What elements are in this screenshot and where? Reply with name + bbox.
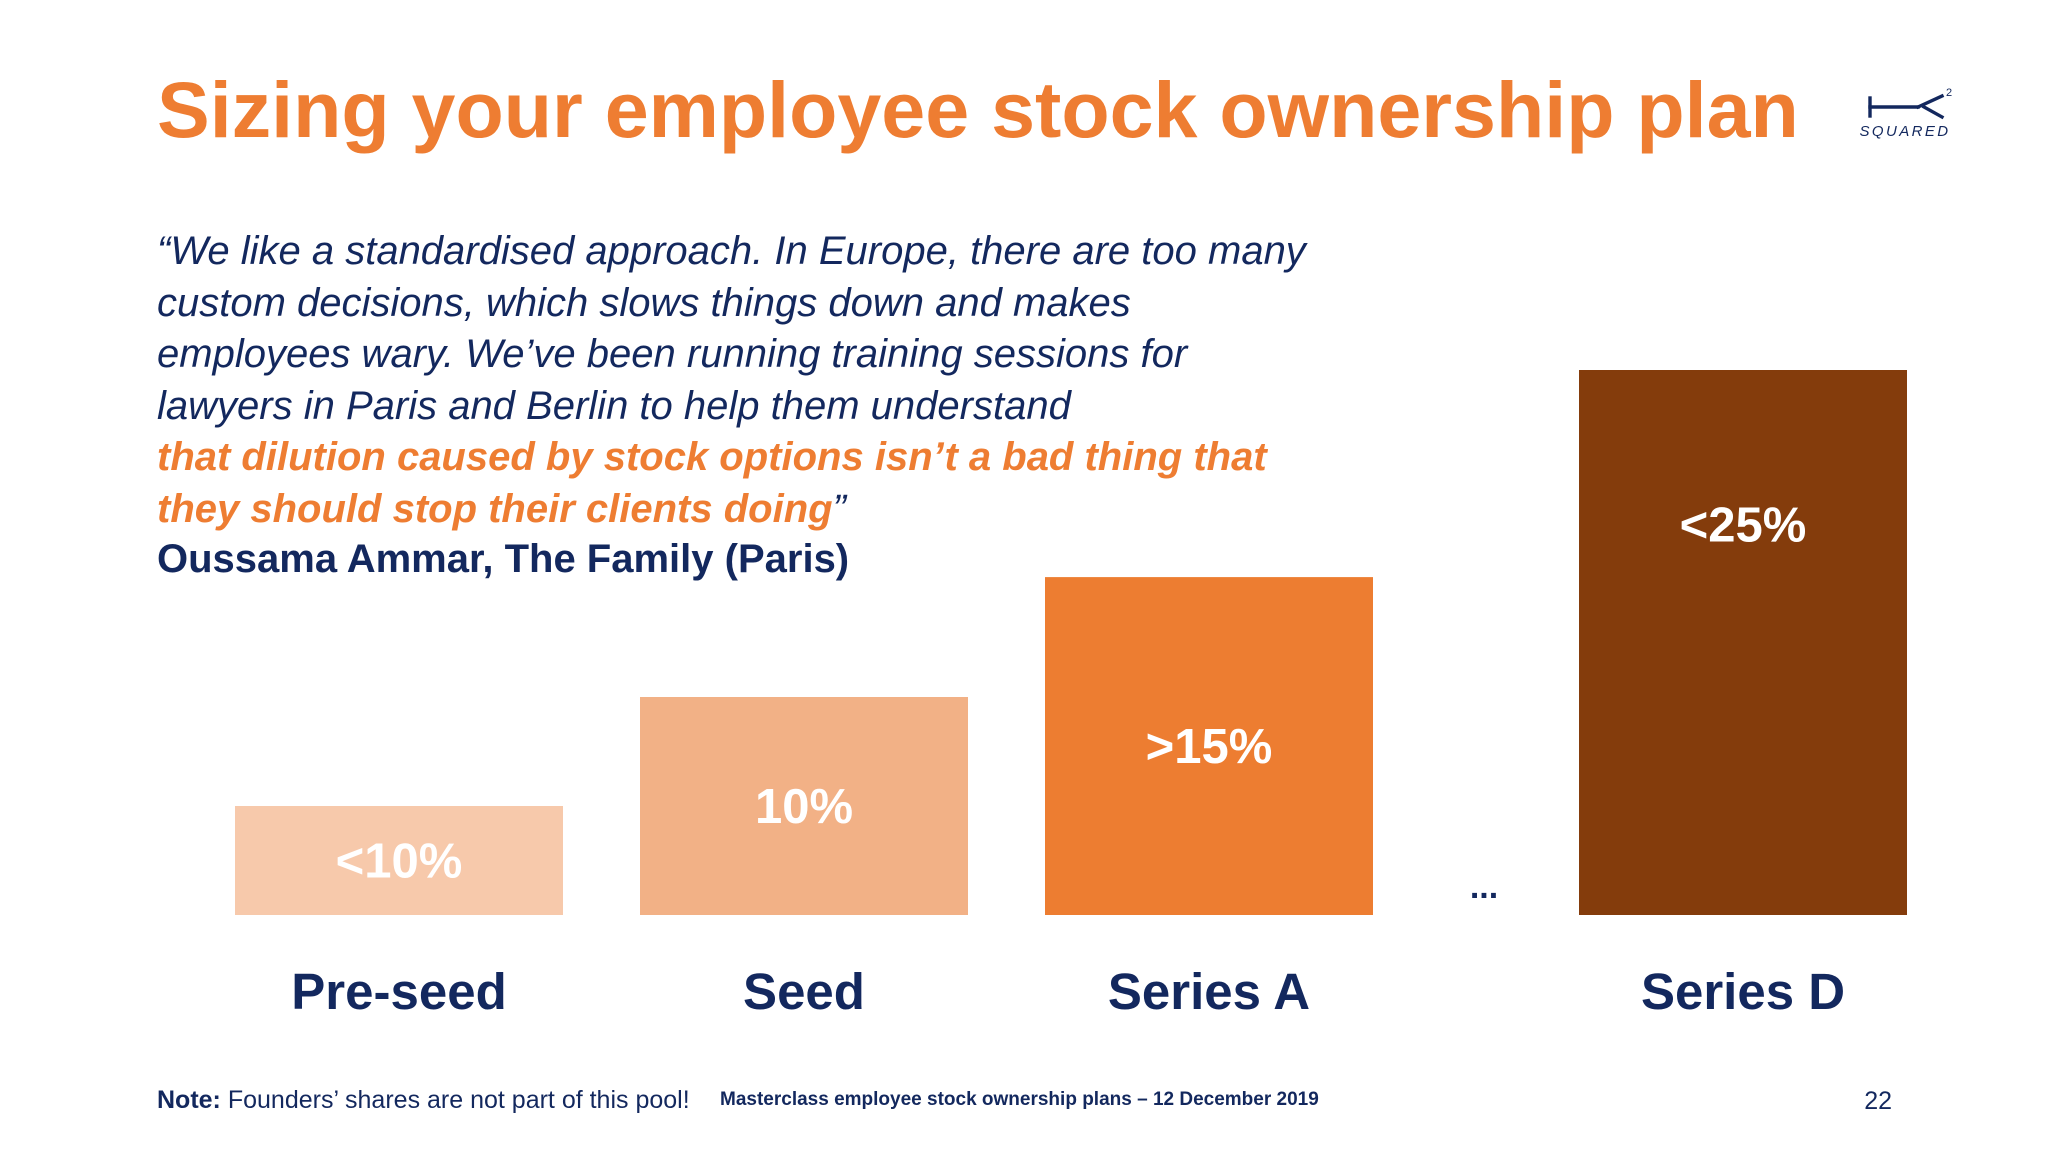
category-label: Series A xyxy=(1108,963,1310,1020)
footer-note-label: Note: xyxy=(157,1086,221,1114)
category-label: Seed xyxy=(743,963,865,1020)
logo-superscript: 2 xyxy=(1946,87,1952,99)
bar-value-label: <25% xyxy=(1680,499,1807,553)
bar-pre-seed xyxy=(235,806,563,915)
quote-line: custom decisions, which slows things dow… xyxy=(157,280,1131,325)
quote-line: “We like a standardised approach. In Eur… xyxy=(157,229,1306,273)
category-label: Pre-seed xyxy=(291,963,506,1020)
quote-highlight-line: that dilution caused by stock options is… xyxy=(157,435,1267,479)
k-squared-logo: 2 SQUARED xyxy=(1826,84,1984,144)
footer-event: Masterclass employee stock ownership pla… xyxy=(720,1089,1319,1110)
bar-value-label: 10% xyxy=(755,780,853,834)
bar-seed xyxy=(640,697,968,915)
slide-title: Sizing your employee stock ownership pla… xyxy=(157,65,1799,154)
page-number: 22 xyxy=(1864,1087,1892,1115)
quote-line: lawyers in Paris and Berlin to help them… xyxy=(157,383,1071,428)
quote-line: employees wary. We’ve been running train… xyxy=(157,332,1188,376)
bar-value-label: <10% xyxy=(336,835,463,889)
footer-note: Note: Founders’ shares are not part of t… xyxy=(157,1084,690,1116)
bar-value-label: >15% xyxy=(1146,720,1273,774)
gap-marker: ... xyxy=(1470,868,1498,906)
bar-series-a xyxy=(1045,577,1373,915)
quote-attribution: Oussama Ammar, The Family (Paris) xyxy=(157,537,850,581)
category-label: Series D xyxy=(1641,963,1845,1020)
logo-wordmark: SQUARED xyxy=(1860,123,1951,140)
footer-note-text: Founders’ shares are not part of this po… xyxy=(227,1086,690,1114)
bar-series-d xyxy=(1579,370,1907,915)
quote-highlight-line: they should stop their clients doing xyxy=(157,486,833,531)
quote-block: “We like a standardised approach. In Eur… xyxy=(157,226,1417,535)
quote-closing-mark: ” xyxy=(832,486,846,531)
